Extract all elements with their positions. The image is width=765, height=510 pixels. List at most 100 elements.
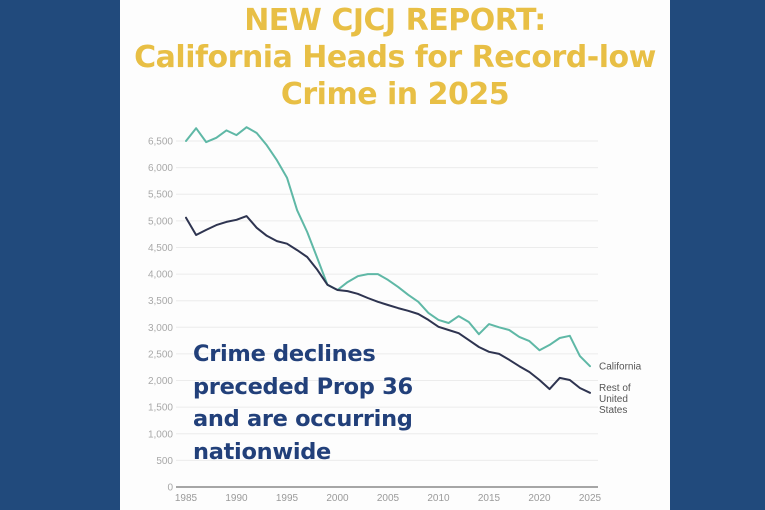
data-point [559,337,561,339]
data-point [347,281,349,283]
data-point [397,307,399,309]
x-tick-label: 2005 [377,493,400,504]
title-line-2: California Heads for Record-low [134,40,656,75]
series-line-rest-of-united-states [185,215,591,394]
data-point [316,269,318,271]
data-point [276,159,278,161]
data-point [427,312,429,314]
data-point [458,332,460,334]
y-tick-label: 2,000 [148,376,173,387]
data-point [225,221,227,223]
data-point [357,275,359,277]
x-tick-label: 2020 [528,493,551,504]
data-point [518,336,520,338]
data-point [478,333,480,335]
data-point [347,290,349,292]
data-point [518,365,520,367]
data-point [215,224,217,226]
annotation-line-3: and are occurring [193,406,413,432]
data-point [266,235,268,237]
title-line-3: Crime in 2025 [280,77,510,112]
annotation-line-2: preceded Prop 36 [193,373,413,400]
data-point [256,132,258,134]
data-point [225,129,227,131]
series-label: California [599,362,642,373]
data-point [478,346,480,348]
data-point [286,243,288,245]
data-point [549,388,551,390]
x-tick-label: 2010 [427,493,450,504]
data-point [589,365,591,367]
gridlines [176,140,598,488]
annotation-line-4: nationwide [193,438,332,465]
data-point [468,321,470,323]
data-point [377,273,379,275]
data-point [195,127,197,129]
data-point [417,313,419,315]
series-label: United [599,394,628,405]
x-tick-label: 2025 [579,493,602,504]
data-point [367,297,369,299]
data-point [185,217,187,219]
y-tick-label: 4,500 [148,243,173,254]
series-line-california [185,126,591,368]
data-point [246,126,248,128]
data-point [326,284,328,286]
data-point [337,289,339,291]
annotation-line-1: Crime declines [193,341,376,367]
x-tick-label: 1985 [175,493,198,504]
data-point [579,355,581,357]
data-point [296,209,298,211]
data-point [316,257,318,259]
x-tick-label: 2000 [326,493,349,504]
y-axis-ticks: 0 500 1,000 1,500 2,000 2,500 3,000 3,500 4,000 4… [148,137,173,494]
data-point [448,322,450,324]
data-point [407,294,409,296]
y-tick-label: 5,500 [148,190,173,201]
data-point [236,219,238,221]
x-tick-label: 1990 [225,493,248,504]
data-point [488,351,490,353]
data-point [579,387,581,389]
data-point [569,379,571,381]
data-point [539,349,541,351]
y-tick-label: 0 [167,483,173,494]
data-point [387,279,389,281]
y-tick-label: 5,000 [148,216,173,227]
data-point [306,256,308,258]
data-point [458,315,460,317]
y-tick-label: 3,000 [148,323,173,334]
data-point [559,377,561,379]
y-tick-label: 500 [156,456,173,467]
data-point [215,137,217,139]
data-point [498,353,500,355]
y-tick-label: 3,500 [148,296,173,307]
data-point [438,326,440,328]
x-tick-label: 1995 [276,493,299,504]
data-point [256,227,258,229]
data-point [377,301,379,303]
data-point [205,229,207,231]
data-point [407,310,409,312]
data-point [528,340,530,342]
data-point [236,134,238,136]
x-tick-label: 2015 [478,493,501,504]
data-point [438,319,440,321]
data-point [296,249,298,251]
data-point [569,335,571,337]
series-label: States [599,405,627,416]
data-point [397,286,399,288]
data-point [387,304,389,306]
y-tick-label: 4,000 [148,270,173,281]
data-point [488,323,490,325]
x-axis-ticks: 1985 1990 1995 2000 2005 2010 2015 2020 2025 [175,493,602,504]
data-point [185,140,187,142]
y-tick-label: 6,500 [148,137,173,148]
data-point [468,339,470,341]
data-point [195,234,197,236]
data-point [276,240,278,242]
data-point [266,144,268,146]
data-point [589,392,591,394]
